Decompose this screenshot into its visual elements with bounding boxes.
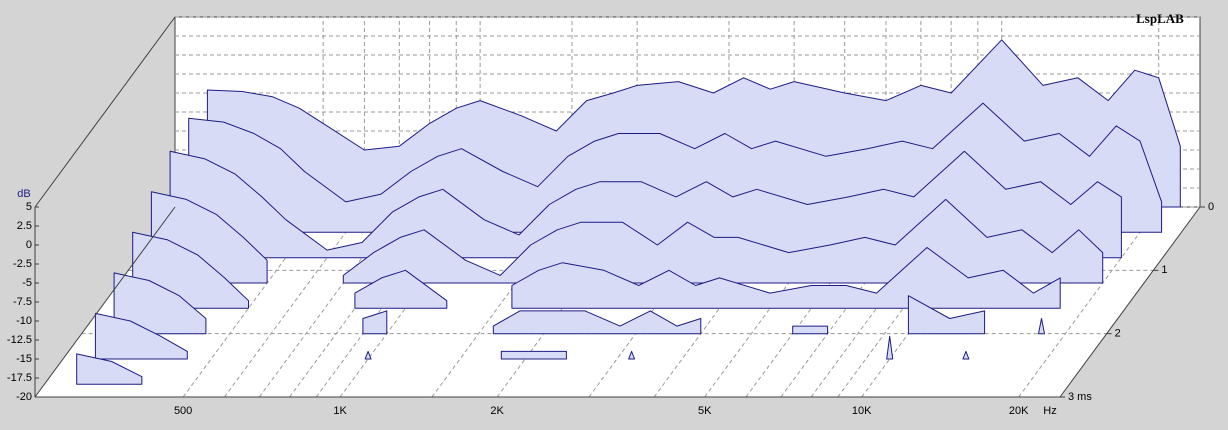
y-tick-label: -20 (16, 391, 32, 403)
slice (76, 353, 143, 385)
right-edge (1059, 206, 1201, 398)
left-edge (34, 206, 176, 398)
y-tick-label: -7.5 (13, 296, 32, 308)
floor-grid-line (224, 206, 365, 398)
y-tick-label: -15 (16, 353, 32, 365)
brand: LspLAB (1136, 11, 1184, 26)
slice (94, 312, 188, 360)
x-tick-label: 5K (698, 405, 712, 417)
slice (962, 350, 970, 360)
y-tick-label: 2.5 (17, 220, 32, 232)
x-tick-label: 2K (490, 405, 504, 417)
slice (354, 269, 448, 309)
left-edge (34, 16, 176, 208)
y-tick-label: -17.5 (7, 372, 32, 384)
y-tick-label: -12.5 (7, 334, 32, 346)
y-axis-label: dB (17, 188, 30, 200)
y-tick-label: -5 (22, 277, 32, 289)
x-tick-label: 500 (174, 405, 192, 417)
slice (364, 350, 372, 360)
z-tick-label: 0 (1208, 201, 1214, 213)
z-tick-label: 3 ms (1068, 391, 1092, 403)
x-tick-label: 10K (852, 405, 872, 417)
y-tick-label: -10 (16, 315, 32, 327)
y-tick-label: 0 (26, 239, 32, 251)
plot (35, 16, 1201, 398)
x-tick-label: 1K (333, 405, 347, 417)
slice (792, 325, 829, 335)
z-tick-label: 2 (1115, 328, 1121, 340)
x-unit: Hz (1043, 405, 1056, 417)
z-tick-label: 1 (1161, 264, 1167, 276)
slice (492, 310, 702, 335)
slice (907, 295, 986, 335)
slice (628, 350, 636, 360)
slice (886, 335, 894, 360)
slice (362, 310, 388, 335)
y-tick-label: -2.5 (13, 258, 32, 270)
slice (169, 150, 1122, 259)
slice (511, 247, 1061, 309)
x-tick-label: 20K (1009, 405, 1029, 417)
y-tick-label: 5 (26, 201, 32, 213)
slice (500, 350, 567, 360)
floor-grid-line (1018, 206, 1160, 398)
slice (113, 272, 207, 335)
slice (1038, 318, 1045, 335)
